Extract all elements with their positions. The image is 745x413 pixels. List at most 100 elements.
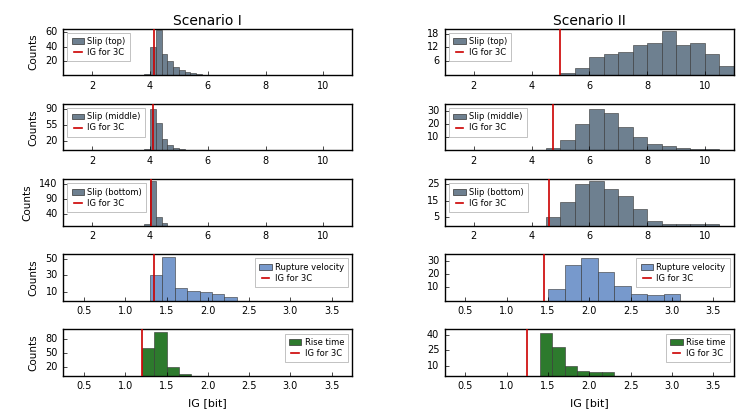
Y-axis label: Counts: Counts [28, 335, 39, 371]
Bar [560, 140, 575, 150]
Bar [156, 123, 162, 150]
Bar [589, 57, 603, 75]
Bar [179, 373, 191, 376]
Bar [212, 294, 224, 301]
Bar [647, 221, 662, 225]
Legend: Rise time, IG for 3C: Rise time, IG for 3C [285, 334, 348, 362]
Legend: Rupture velocity, IG for 3C: Rupture velocity, IG for 3C [255, 259, 348, 287]
Bar [691, 149, 705, 150]
Legend: Slip (middle), IG for 3C: Slip (middle), IG for 3C [68, 108, 145, 137]
Bar [662, 31, 676, 75]
Bar [145, 74, 150, 75]
Bar [691, 224, 705, 225]
Bar [581, 258, 597, 301]
Bar [154, 332, 167, 376]
Bar [548, 289, 565, 301]
Legend: Slip (top), IG for 3C: Slip (top), IG for 3C [68, 33, 130, 62]
Bar [168, 145, 173, 150]
Bar [150, 180, 156, 225]
Bar [145, 224, 150, 225]
Bar [630, 294, 647, 301]
Legend: Slip (middle), IG for 3C: Slip (middle), IG for 3C [449, 108, 527, 137]
Title: Scenario I: Scenario I [174, 14, 242, 28]
Bar [191, 73, 196, 75]
X-axis label: IG [bit]: IG [bit] [570, 398, 609, 408]
Bar [633, 137, 647, 150]
Bar [647, 144, 662, 150]
Bar [676, 45, 691, 75]
Bar [575, 124, 589, 150]
Bar [720, 66, 734, 75]
Bar [546, 217, 560, 225]
Bar [691, 43, 705, 75]
Bar [705, 55, 720, 75]
Title: Scenario II: Scenario II [553, 14, 626, 28]
Bar [167, 368, 179, 376]
Bar [618, 52, 633, 75]
Bar [156, 216, 162, 225]
Bar [589, 372, 602, 376]
Bar [196, 74, 202, 75]
Y-axis label: Counts: Counts [28, 259, 39, 296]
Bar [179, 149, 185, 150]
Bar [162, 223, 168, 225]
Bar [614, 286, 630, 301]
Bar [603, 189, 618, 225]
Bar [185, 72, 191, 75]
Bar [603, 55, 618, 75]
Bar [560, 73, 575, 75]
Bar [179, 69, 185, 75]
Bar [546, 148, 560, 150]
Bar [552, 347, 565, 376]
Bar [618, 126, 633, 150]
Bar [200, 292, 212, 301]
Bar [705, 224, 720, 225]
Bar [162, 139, 168, 150]
Bar [662, 147, 676, 150]
Legend: Rise time, IG for 3C: Rise time, IG for 3C [666, 334, 729, 362]
Bar [175, 288, 187, 301]
Bar [150, 275, 162, 301]
Bar [633, 209, 647, 225]
Bar [173, 148, 179, 150]
Bar [577, 371, 589, 376]
Bar [540, 332, 552, 376]
Bar [142, 348, 154, 376]
Bar [565, 366, 577, 376]
Bar [647, 43, 662, 75]
Bar [162, 54, 168, 75]
Bar [589, 181, 603, 225]
Bar [150, 109, 156, 150]
Bar [173, 67, 179, 75]
Bar [633, 45, 647, 75]
Bar [168, 61, 173, 75]
Legend: Slip (top), IG for 3C: Slip (top), IG for 3C [449, 33, 511, 62]
Bar [664, 294, 680, 301]
Bar [589, 109, 603, 150]
Bar [602, 372, 614, 376]
Bar [676, 224, 691, 225]
Y-axis label: Counts: Counts [28, 109, 38, 145]
Bar [597, 271, 614, 301]
Bar [705, 149, 720, 150]
Bar [575, 184, 589, 225]
Y-axis label: Counts: Counts [22, 184, 33, 221]
Bar [662, 224, 676, 225]
Bar [187, 291, 200, 301]
Legend: Slip (bottom), IG for 3C: Slip (bottom), IG for 3C [68, 183, 147, 212]
Bar [647, 295, 664, 301]
Legend: Slip (bottom), IG for 3C: Slip (bottom), IG for 3C [449, 183, 528, 212]
Bar [618, 196, 633, 225]
Bar [145, 149, 150, 150]
Bar [676, 148, 691, 150]
Bar [150, 47, 156, 75]
Legend: Rupture velocity, IG for 3C: Rupture velocity, IG for 3C [636, 259, 729, 287]
Bar [224, 297, 237, 301]
Bar [603, 113, 618, 150]
X-axis label: IG [bit]: IG [bit] [188, 398, 227, 408]
Bar [575, 68, 589, 75]
Y-axis label: Counts: Counts [28, 34, 39, 70]
Bar [565, 265, 581, 301]
Bar [156, 30, 162, 75]
Bar [560, 202, 575, 225]
